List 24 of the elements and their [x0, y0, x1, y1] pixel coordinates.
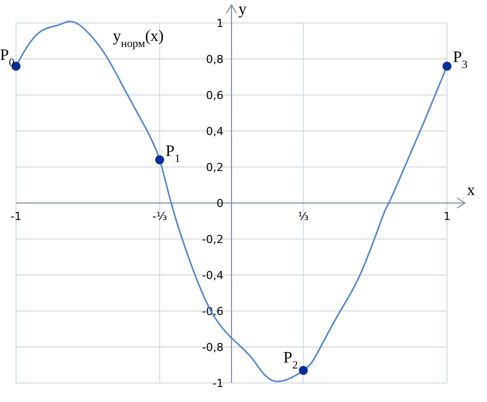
y-tick-label: 0,8 [206, 53, 224, 66]
y-tick-label: 0,2 [206, 161, 224, 174]
y-tick-label: -1 [212, 377, 224, 390]
point [442, 62, 452, 71]
x-tick-label: 1 [444, 210, 450, 223]
y-tick-label: 0,4 [206, 125, 224, 138]
y-tick-label: 0 [216, 197, 224, 210]
x-axis-title: x [467, 182, 475, 199]
point [155, 155, 164, 164]
y-tick-label: -0,2 [202, 233, 224, 246]
x-tick-label: -⅓ [152, 210, 168, 223]
annotation: P$_{1}$ [166, 142, 180, 165]
annotation: P$_{3}$ [453, 49, 468, 72]
annotation: P$_{2}$ [283, 349, 298, 372]
y-tick-label: -0,8 [202, 341, 224, 354]
point [298, 366, 308, 375]
series-label: y$_{норм}$(x) [112, 28, 164, 50]
x-tick-label: ⅓ [298, 210, 309, 223]
y-tick-label: 1 [216, 17, 224, 30]
y-axis-title: y [238, 1, 246, 18]
y-tick-label: 0,6 [206, 89, 224, 102]
annotation: P$_{0}$ [0, 47, 15, 70]
x-tick-label: -1 [10, 210, 22, 223]
y-tick-label: -0,4 [202, 269, 224, 282]
